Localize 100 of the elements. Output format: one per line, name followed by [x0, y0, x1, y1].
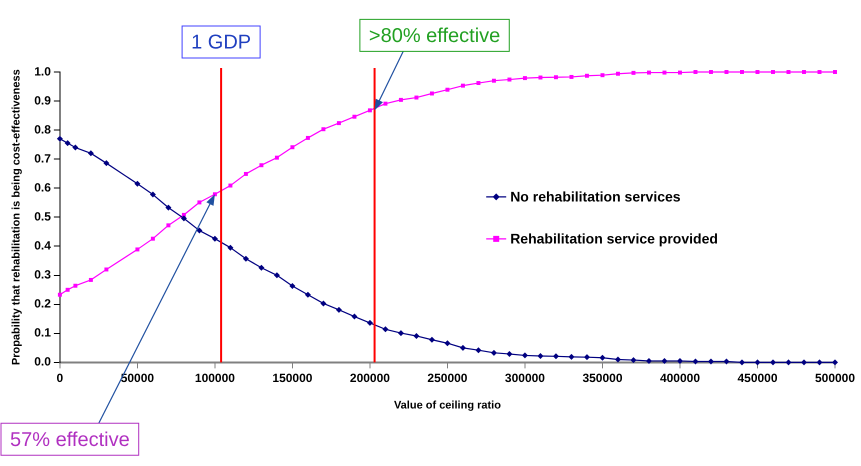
- point: [304, 292, 311, 298]
- point: [832, 359, 838, 366]
- point: [818, 70, 822, 74]
- point: [430, 92, 434, 96]
- x-axis-title: Value of ceiling ratio: [394, 399, 502, 412]
- point: [368, 108, 372, 112]
- point: [336, 306, 342, 313]
- point: [274, 156, 279, 160]
- point: [492, 78, 496, 83]
- point: [165, 204, 172, 211]
- point: [103, 160, 110, 166]
- point: [72, 144, 78, 151]
- point: [242, 256, 249, 262]
- point: [476, 81, 480, 86]
- y-tick-label: 0.2: [34, 296, 52, 311]
- y-tick-label: 0.1: [34, 326, 52, 340]
- x-tick-label: 0: [56, 370, 64, 385]
- point: [646, 358, 652, 364]
- x-tick-label: 300000: [504, 370, 546, 385]
- point: [180, 215, 187, 222]
- point: [56, 136, 63, 142]
- point: [258, 264, 264, 271]
- x-tick-label: 350000: [582, 370, 623, 385]
- y-tick-label: 0.8: [34, 122, 52, 136]
- y-tick-label: 1.0: [34, 64, 52, 78]
- point: [64, 140, 71, 146]
- point: [150, 236, 155, 241]
- point: [756, 70, 760, 74]
- point: [506, 350, 512, 357]
- point: [490, 350, 497, 356]
- point: [554, 75, 558, 80]
- point: [321, 127, 326, 132]
- point: [538, 76, 542, 80]
- y-tick-label: 0.6: [34, 180, 52, 194]
- point: [88, 150, 94, 156]
- y-tick-label: 0.3: [34, 268, 52, 282]
- point: [662, 70, 666, 75]
- point: [569, 74, 574, 79]
- point: [816, 359, 822, 366]
- point: [398, 98, 403, 102]
- legend-label: No rehabilitation services: [510, 188, 681, 205]
- point: [227, 244, 234, 251]
- point: [522, 352, 528, 358]
- x-tick-label: 150000: [272, 370, 313, 385]
- point: [351, 314, 358, 320]
- point: [771, 70, 775, 74]
- point: [135, 247, 140, 252]
- point: [584, 74, 589, 78]
- point: [244, 172, 248, 176]
- point: [197, 200, 202, 204]
- legend-label: Rehabilitation service provided: [510, 230, 718, 247]
- point: [460, 344, 466, 351]
- point: [134, 180, 140, 187]
- point: [522, 76, 527, 80]
- x-tick-label: 200000: [350, 370, 390, 385]
- point: [568, 354, 574, 360]
- point: [678, 70, 682, 75]
- point: [398, 330, 404, 336]
- point: [444, 340, 450, 346]
- point: [460, 84, 465, 88]
- point: [709, 70, 713, 74]
- point: [366, 320, 373, 326]
- point: [289, 283, 296, 290]
- point: [552, 353, 559, 360]
- point: [600, 73, 604, 78]
- y-tick-label: 0.7: [34, 151, 52, 166]
- x-tick-label: 100000: [194, 370, 236, 385]
- point: [306, 136, 310, 140]
- y-tick-label: 0.5: [34, 210, 52, 224]
- point: [414, 96, 418, 100]
- point: [738, 359, 745, 366]
- point: [382, 326, 388, 332]
- x-tick-label: 400000: [660, 370, 700, 385]
- point: [694, 70, 698, 74]
- x-tick-label: 500000: [814, 370, 856, 385]
- y-tick-label: 0.4: [34, 238, 52, 253]
- x-tick-label: 250000: [427, 370, 468, 385]
- point: [104, 267, 108, 272]
- point: [740, 70, 744, 74]
- point: [274, 272, 280, 278]
- x-tick-label: 50000: [120, 370, 154, 385]
- y-axis-title: Propability that rehabilitation is being cost-effectiveness: [10, 69, 23, 366]
- point: [630, 357, 636, 364]
- point: [724, 70, 728, 74]
- point: [413, 332, 420, 339]
- point: [507, 78, 512, 82]
- annotation: 57% effective: [10, 428, 130, 451]
- point: [88, 278, 93, 282]
- ref-line-label: 1 GDP: [191, 32, 252, 54]
- y-tick-label: 0.0: [34, 354, 52, 369]
- point: [383, 102, 388, 106]
- point: [646, 70, 651, 75]
- annotation: >80% effective: [368, 24, 500, 47]
- y-tick-label: 0.9: [34, 93, 52, 108]
- point: [212, 236, 218, 242]
- point: [802, 70, 806, 74]
- point: [66, 288, 70, 292]
- point: [475, 347, 482, 354]
- point: [428, 336, 435, 343]
- point: [445, 88, 450, 92]
